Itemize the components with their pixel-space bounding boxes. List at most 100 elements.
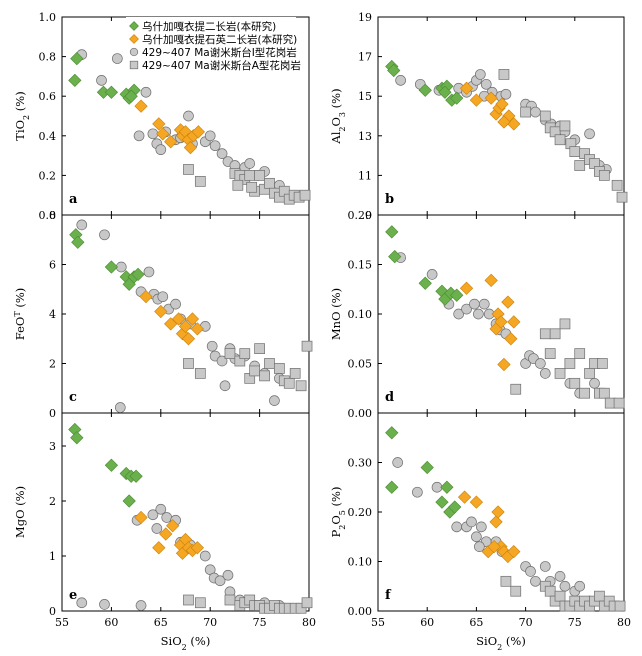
data-point (155, 144, 167, 156)
data-point (412, 486, 423, 498)
data-point (475, 521, 487, 533)
y-tick-label: 17 (358, 51, 372, 64)
data-point (104, 260, 119, 274)
y-tick-label: 0.2 (39, 169, 57, 182)
y-tick-label: 0.10 (348, 308, 373, 321)
series-wu_qmonzonite (134, 99, 205, 155)
data-point (216, 355, 228, 367)
series-wu_qmonzonite (139, 290, 204, 346)
data-point (155, 503, 167, 515)
y-tick-label: 15 (358, 90, 372, 103)
y-tick-label: 1 (49, 550, 56, 563)
data-point (131, 267, 145, 282)
panel-e: 55 60 65 70 75 80 0 1 2 3 MgO (%) SiO2 (%) e (13, 402, 316, 652)
y-tick-label: 1.0 (39, 11, 57, 24)
data-point (70, 51, 84, 66)
x-tick-label: 65 (469, 616, 483, 629)
data-point (530, 575, 541, 587)
x-tick-label: 55 (55, 616, 69, 629)
data-point (507, 544, 521, 559)
data-point (539, 328, 551, 340)
data-point (459, 81, 474, 95)
data-point (124, 89, 138, 103)
data-point (301, 597, 313, 609)
data-point (147, 509, 159, 521)
data-point (480, 78, 492, 90)
data-point (484, 273, 498, 287)
data-point (139, 290, 153, 304)
y-tick-label: 4 (49, 308, 56, 321)
series-wu_qmonzonite (457, 490, 521, 564)
data-point (185, 312, 200, 326)
x-axis-label: SiO2 (%) (476, 634, 526, 652)
data-point (461, 303, 472, 315)
x-tick-label: 55 (371, 616, 385, 629)
data-point (143, 266, 155, 278)
panel-c: 0 2 4 6 8 FeOT (%) c (13, 209, 313, 420)
x-tick-label: 70 (519, 616, 533, 629)
data-point (183, 164, 194, 175)
series-xm_atype (183, 594, 313, 614)
data-point (457, 490, 472, 504)
y-tick-label: 2 (49, 495, 56, 508)
data-point (224, 594, 236, 606)
data-point (426, 269, 438, 280)
legend-label: 429~407 Ma谢米斯台I型花岗岩 (142, 46, 297, 59)
y-tick-label: 13 (358, 130, 372, 143)
data-point (171, 312, 186, 326)
data-point (191, 125, 205, 139)
series-xm_itype (395, 252, 600, 399)
data-point (440, 480, 454, 494)
data-point (564, 358, 576, 369)
y-axis-label: MgO (%) (13, 486, 27, 538)
data-point (574, 160, 586, 171)
legend-label: 429~407 Ma谢米斯台A型花岗岩 (142, 59, 301, 72)
data-point (597, 358, 608, 369)
data-point (161, 512, 173, 523)
y-axis-label: Al2O3 (%) (329, 88, 347, 144)
data-point (554, 134, 566, 146)
data-point (530, 106, 541, 118)
data-point (584, 368, 595, 379)
data-point (134, 510, 148, 525)
data-point (418, 276, 432, 290)
data-point (190, 541, 204, 555)
data-point (299, 189, 311, 201)
x-tick-label: 60 (104, 616, 118, 629)
data-point (469, 298, 480, 310)
data-point (224, 348, 236, 359)
data-point (254, 170, 265, 181)
data-point (525, 566, 536, 577)
data-point (96, 75, 107, 86)
legend: 乌什加嘎衣提二长岩(本研究)乌什加嘎衣提石英二长岩(本研究)429~407 Ma… (126, 17, 301, 73)
series-xm_itype (392, 457, 595, 607)
series-wu_granodiorite (385, 426, 462, 519)
data-point (194, 175, 206, 187)
series-wu_granodiorite (69, 228, 145, 291)
data-point (574, 348, 586, 359)
data-point (129, 469, 143, 483)
data-point (611, 179, 623, 191)
data-point (178, 319, 193, 333)
data-point (459, 281, 474, 295)
data-point (181, 332, 196, 346)
data-point (264, 358, 275, 369)
data-point (504, 332, 518, 346)
data-point (438, 85, 452, 99)
data-point (435, 495, 449, 509)
legend-item: 乌什加嘎衣提二长岩(本研究) (129, 20, 276, 33)
data-point (495, 97, 509, 111)
data-point (254, 343, 265, 354)
data-point (68, 73, 82, 87)
panel-b: 9 11 13 15 17 19 Al2O3 (%) b (329, 11, 628, 222)
plot-frame (61, 214, 310, 414)
data-point (264, 177, 275, 189)
data-point (497, 115, 511, 129)
data-point (501, 295, 515, 309)
y-tick-label: 11 (358, 169, 372, 182)
data-point (418, 83, 432, 97)
y-tick-label: 19 (358, 11, 372, 24)
data-point (448, 500, 462, 514)
legend-item: 429~407 Ma谢米斯台A型花岗岩 (129, 59, 301, 72)
